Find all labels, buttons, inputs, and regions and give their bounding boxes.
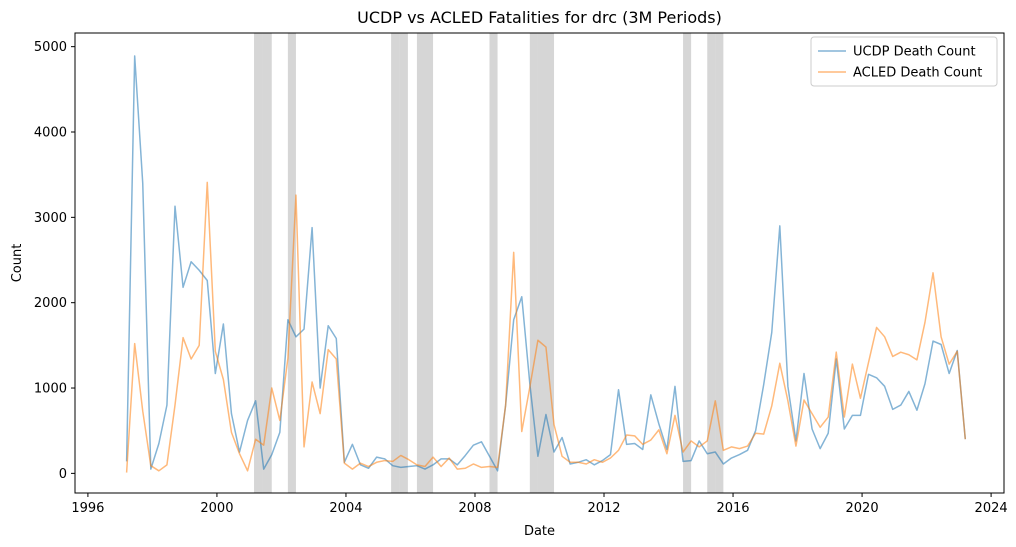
shaded-period-10 [545, 33, 555, 493]
shaded-period-3 [391, 33, 400, 493]
plot-frame [74, 32, 1005, 494]
x-tick-label: 2016 [716, 501, 749, 516]
y-tick-label: 5000 [34, 40, 67, 55]
legend: UCDP Death Count ACLED Death Count [810, 36, 998, 87]
y-axis-label: Count [10, 244, 25, 283]
y-tick-label: 2000 [34, 296, 67, 311]
chart-title: UCDP vs ACLED Fatalities for drc (3M Per… [357, 8, 722, 27]
shaded-period-6 [424, 33, 434, 493]
y-tick-label: 4000 [34, 125, 67, 140]
series-lines [125, 55, 967, 473]
x-axis-label: Date [524, 524, 555, 539]
x-axis-ticks: 1996 2000 2004 2008 2012 2016 2020 2024 [71, 493, 1008, 516]
shaded-period-4 [399, 33, 408, 493]
legend-box [810, 36, 998, 87]
x-tick-label: 2004 [329, 501, 362, 516]
shaded-period-0 [254, 33, 263, 493]
x-tick-label: 2012 [587, 501, 620, 516]
y-tick-label: 0 [59, 467, 67, 482]
x-tick-label: 2020 [846, 501, 879, 516]
series-line-acled [125, 181, 967, 473]
x-tick-label: 1996 [71, 501, 104, 516]
x-tick-label: 2008 [458, 501, 491, 516]
series-line-ucdp [125, 55, 967, 472]
legend-label-ucdp: UCDP Death Count [853, 45, 976, 60]
y-tick-label: 1000 [34, 382, 67, 397]
shaded-period-8 [529, 33, 538, 493]
shaded-period-9 [537, 33, 546, 493]
y-axis-ticks: 0 1000 2000 3000 4000 5000 [34, 40, 75, 482]
shaded-period-11 [683, 33, 692, 493]
legend-label-acled: ACLED Death Count [853, 66, 982, 81]
x-tick-label: 2024 [975, 501, 1008, 516]
shaded-period-5 [416, 33, 425, 493]
shaded-period-1 [262, 33, 272, 493]
shaded-period-13 [715, 33, 724, 493]
shaded-period-7 [489, 33, 498, 493]
shaded-period-12 [707, 33, 716, 493]
x-tick-label: 2000 [200, 501, 233, 516]
y-tick-label: 3000 [34, 211, 67, 226]
